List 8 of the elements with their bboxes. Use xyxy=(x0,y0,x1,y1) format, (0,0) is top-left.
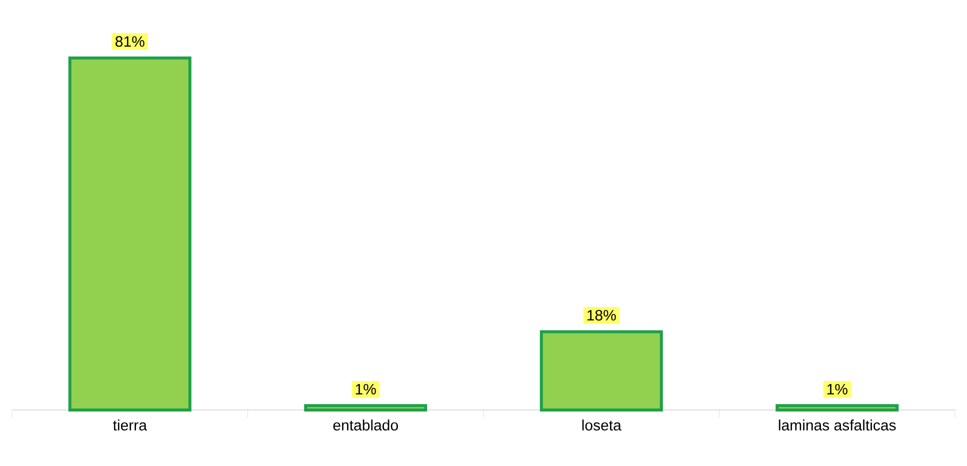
data-label: 18% xyxy=(588,310,616,321)
data-label: 1% xyxy=(827,384,848,394)
data-label: 81% xyxy=(116,36,144,47)
x-tick-label: laminas asfalticas xyxy=(778,420,896,431)
x-tick-label: tierra xyxy=(113,420,147,431)
x-tick-label: entablado xyxy=(333,420,398,431)
x-tick-label: loseta xyxy=(582,420,622,431)
data-label: 1% xyxy=(356,384,376,394)
